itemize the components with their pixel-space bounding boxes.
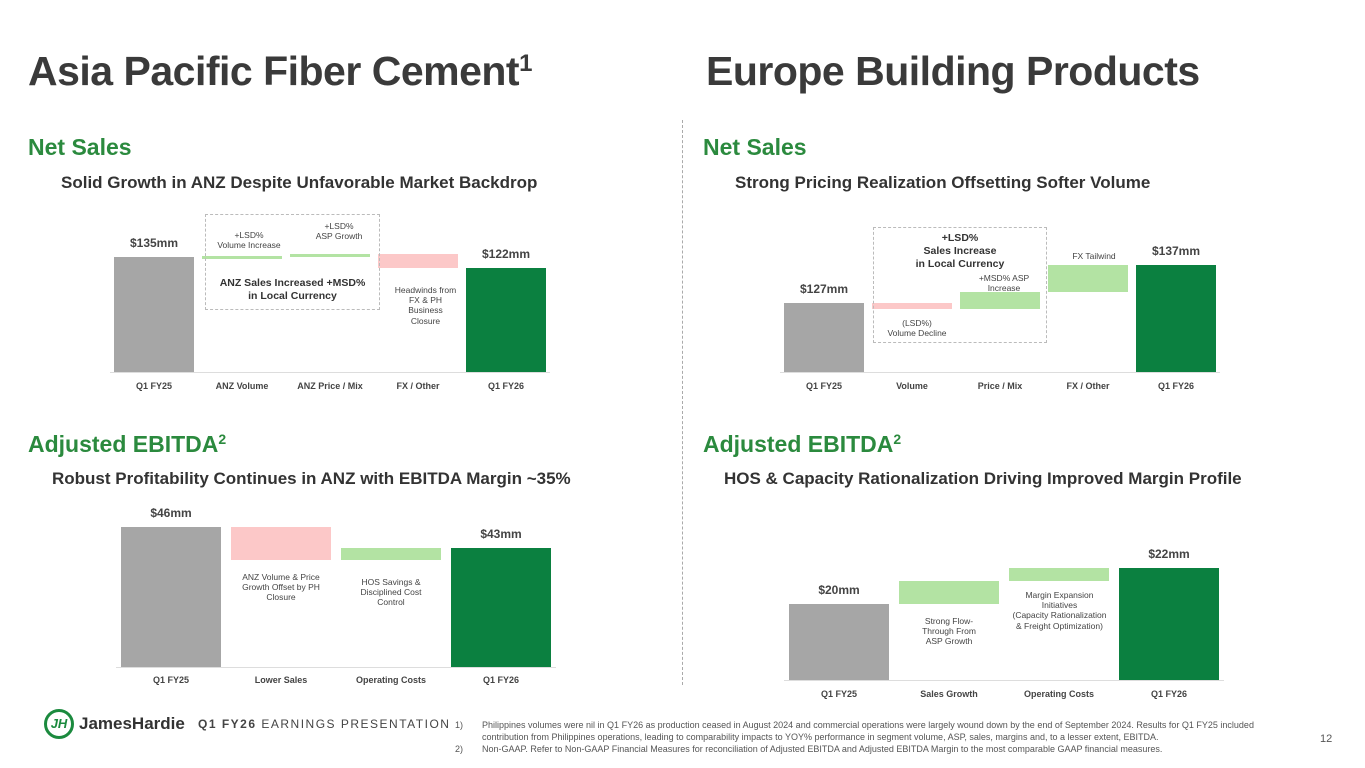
bar-value-label: $20mm xyxy=(818,583,860,598)
category-label: Q1 FY26 xyxy=(487,381,525,391)
fx-annotation: Headwinds from FX & PH Business Closure xyxy=(394,285,457,326)
waterfall-bar xyxy=(1119,568,1219,680)
apac-title-text: Asia Pacific Fiber Cement xyxy=(28,48,520,94)
bar-value-label: $137mm xyxy=(1151,244,1201,259)
bar-value-label: $22mm xyxy=(1148,547,1190,562)
footnote-ref: 2 xyxy=(893,431,902,447)
waterfall-bar xyxy=(899,580,999,605)
waterfall-bar xyxy=(231,526,331,560)
waterfall-bar xyxy=(466,268,546,372)
section-divider xyxy=(682,120,683,685)
category-label: Price / Mix xyxy=(977,381,1023,391)
apac-net-sales-heading: Net Sales xyxy=(28,134,132,160)
logo-wordmark: JamesHardie xyxy=(79,714,185,733)
category-label: Operating Costs xyxy=(1023,689,1094,699)
europe-box-annotation: +LSD% Sales Increase in Local Currency xyxy=(915,232,1005,271)
bar-value-label: $46mm xyxy=(150,505,192,520)
europe-price-annotation: +MSD% ASP Increase xyxy=(978,273,1030,294)
waterfall-bar xyxy=(341,547,441,560)
footnote-2: Non-GAAP. Refer to Non-GAAP Financial Me… xyxy=(482,744,1163,754)
waterfall-bar xyxy=(789,604,889,680)
category-label: Q1 FY25 xyxy=(820,689,858,699)
chart-baseline xyxy=(780,372,1220,373)
europe-sales-box xyxy=(873,227,1047,343)
europe-ebitda-costs-annotation: Margin Expansion Initiatives (Capacity R… xyxy=(1012,590,1107,631)
category-label: Lower Sales xyxy=(254,675,308,685)
apac-sales-annotation: ANZ Volume & Price Growth Offset by PH C… xyxy=(242,572,320,603)
chart-baseline xyxy=(784,680,1224,681)
europe-fx-annotation: FX Tailwind xyxy=(1072,251,1116,261)
waterfall-bar xyxy=(121,526,221,667)
europe-net-sales-heading: Net Sales xyxy=(703,134,807,160)
waterfall-bar xyxy=(872,303,952,310)
anz-volume-annotation: +LSD% Volume Increase xyxy=(217,230,281,251)
category-label: Q1 FY26 xyxy=(482,675,520,685)
james-hardie-logo-icon: JH xyxy=(44,709,74,739)
category-label: Q1 FY25 xyxy=(805,381,843,391)
waterfall-bar xyxy=(1009,568,1109,581)
category-label: Q1 FY25 xyxy=(135,381,173,391)
chart-baseline xyxy=(116,667,556,668)
bar-value-label: $122mm xyxy=(481,247,531,262)
footnote-ref: 1 xyxy=(519,50,532,77)
apac-ebitda-subtitle: Robust Profitability Continues in ANZ wi… xyxy=(52,469,571,488)
waterfall-bar xyxy=(1048,265,1128,293)
presentation-name: EARNINGS PRESENTATION xyxy=(256,717,451,731)
category-label: Volume xyxy=(896,381,928,391)
anz-box-annotation: ANZ Sales Increased +MSD% in Local Curre… xyxy=(219,277,366,303)
category-label: ANZ Volume xyxy=(215,381,269,391)
category-label: Operating Costs xyxy=(355,675,426,685)
anz-sales-box xyxy=(205,214,380,310)
heading-text: Adjusted EBITDA xyxy=(703,431,894,457)
footnote-1-number: 1) xyxy=(455,720,464,730)
bar-value-label: $127mm xyxy=(799,282,849,297)
page-number: 12 xyxy=(1320,733,1333,745)
category-label: Q1 FY25 xyxy=(152,675,190,685)
apac-net-sales-subtitle: Solid Growth in ANZ Despite Unfavorable … xyxy=(61,173,538,192)
category-label: FX / Other xyxy=(1066,381,1110,391)
europe-ebitda-heading: Adjusted EBITDA2 xyxy=(703,431,901,458)
apac-costs-annotation: HOS Savings & Disciplined Cost Control xyxy=(360,577,422,608)
waterfall-bar xyxy=(202,255,282,259)
europe-net-sales-subtitle: Strong Pricing Realization Offsetting So… xyxy=(735,173,1151,192)
waterfall-bar xyxy=(290,253,370,257)
waterfall-bar xyxy=(1136,265,1216,372)
footnote-1: Philippines volumes were nil in Q1 FY26 … xyxy=(482,720,1254,743)
presentation-label: Q1 FY26 EARNINGS PRESENTATION xyxy=(198,717,450,731)
footnote-2-number: 2) xyxy=(455,744,464,754)
waterfall-bar xyxy=(114,257,194,372)
chart-baseline xyxy=(110,372,550,373)
europe-title: Europe Building Products xyxy=(706,48,1200,94)
category-label: Q1 FY26 xyxy=(1157,381,1195,391)
apac-ebitda-heading: Adjusted EBITDA2 xyxy=(28,431,226,458)
category-label: ANZ Price / Mix xyxy=(297,381,363,391)
bar-value-label: $135mm xyxy=(129,236,179,251)
europe-volume-annotation: (LSD%) Volume Decline xyxy=(887,318,947,339)
heading-text: Adjusted EBITDA xyxy=(28,431,219,457)
footnote-ref: 2 xyxy=(218,431,227,447)
waterfall-bar xyxy=(784,303,864,372)
apac-title: Asia Pacific Fiber Cement1 xyxy=(28,48,532,95)
waterfall-bar xyxy=(451,547,551,667)
anz-price-annotation: +LSD% ASP Growth xyxy=(315,221,363,242)
waterfall-bar xyxy=(378,253,458,269)
bar-value-label: $43mm xyxy=(480,526,522,541)
europe-ebitda-subtitle: HOS & Capacity Rationalization Driving I… xyxy=(724,469,1242,488)
category-label: FX / Other xyxy=(396,381,440,391)
presentation-quarter: Q1 FY26 xyxy=(198,717,257,731)
category-label: Sales Growth xyxy=(920,689,978,699)
europe-ebitda-sales-annotation: Strong Flow- Through From ASP Growth xyxy=(922,616,976,647)
waterfall-bar xyxy=(960,292,1040,310)
category-label: Q1 FY26 xyxy=(1150,689,1188,699)
